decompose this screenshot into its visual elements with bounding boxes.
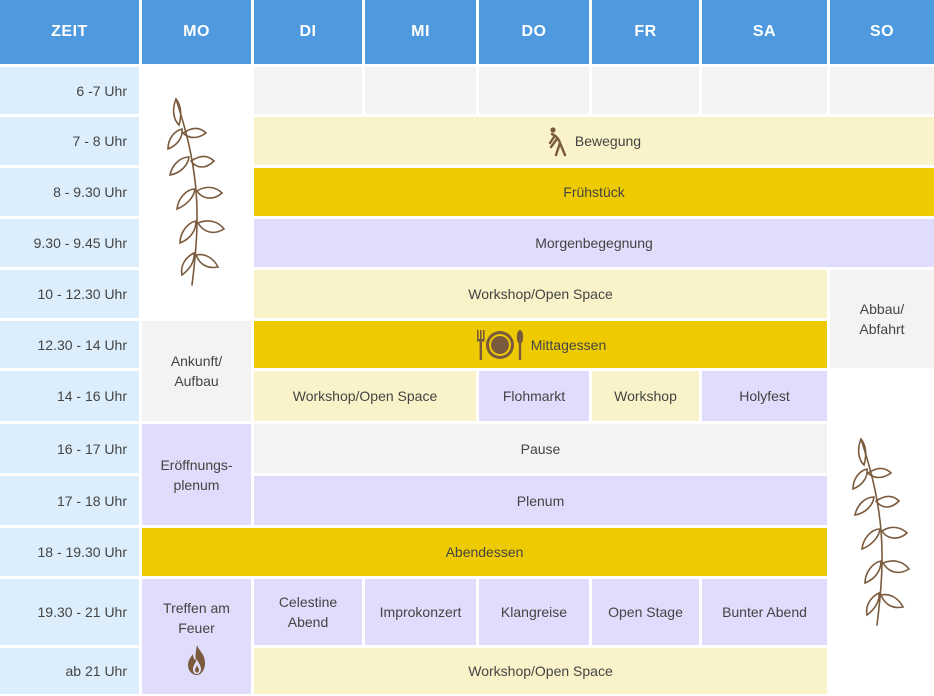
event-label: Mittagessen bbox=[530, 336, 607, 353]
header-di: DI bbox=[254, 0, 362, 64]
leaf-branch-icon bbox=[166, 96, 225, 286]
event-flohmarkt: Flohmarkt bbox=[479, 371, 589, 421]
event-ankunft-aufbau: Ankunft/ Aufbau bbox=[142, 321, 251, 421]
leaf-decoration-mo bbox=[142, 67, 251, 318]
event-klangreise: Klangreise bbox=[479, 579, 589, 645]
leaf-decoration-so bbox=[830, 371, 934, 694]
time-slot: 6 -7 Uhr bbox=[0, 67, 139, 114]
empty-cell bbox=[254, 67, 362, 114]
event-label: Bewegung bbox=[574, 133, 642, 149]
empty-cell bbox=[365, 67, 476, 114]
empty-cell bbox=[830, 67, 934, 114]
header-so: SO bbox=[830, 0, 934, 64]
event-mittagessen: Mittagessen bbox=[254, 321, 827, 368]
time-slot: 9.30 - 9.45 Uhr bbox=[0, 219, 139, 267]
time-slot: 8 - 9.30 Uhr bbox=[0, 168, 139, 216]
time-slot: 7 - 8 Uhr bbox=[0, 117, 139, 165]
header-mi: MI bbox=[365, 0, 476, 64]
header-fr: FR bbox=[592, 0, 699, 64]
event-treffen-am-feuer: Treffen am Feuer bbox=[142, 579, 251, 694]
event-workshop: Workshop bbox=[592, 371, 699, 421]
time-slot: ab 21 Uhr bbox=[0, 648, 139, 694]
event-abbau-abfahrt: Abbau/ Abfahrt bbox=[830, 270, 934, 368]
header-sa: SA bbox=[702, 0, 827, 64]
event-plenum: Plenum bbox=[254, 476, 827, 525]
time-slot: 17 - 18 Uhr bbox=[0, 476, 139, 525]
empty-cell bbox=[479, 67, 589, 114]
event-bewegung: Bewegung bbox=[254, 117, 934, 165]
header-mo: MO bbox=[142, 0, 251, 64]
event-abendessen: Abendessen bbox=[142, 528, 827, 576]
time-slot: 14 - 16 Uhr bbox=[0, 371, 139, 421]
event-celestine-abend: Celestine Abend bbox=[254, 579, 362, 645]
time-slot: 18 - 19.30 Uhr bbox=[0, 528, 139, 576]
time-slot: 16 - 17 Uhr bbox=[0, 424, 139, 473]
event-label: Treffen am Feuer bbox=[163, 599, 230, 636]
leaf-branch-icon bbox=[852, 436, 911, 626]
event-morgenbegegnung: Morgenbegegnung bbox=[254, 219, 934, 267]
time-slot: 19.30 - 21 Uhr bbox=[0, 579, 139, 645]
event-workshop-open-space: Workshop/Open Space bbox=[254, 648, 827, 694]
event-pause: Pause bbox=[254, 424, 827, 473]
empty-cell bbox=[702, 67, 827, 114]
event-improkonzert: Improkonzert bbox=[365, 579, 476, 645]
event-workshop-open-space: Workshop/Open Space bbox=[254, 270, 827, 318]
event-workshop-open-space: Workshop/Open Space bbox=[254, 371, 476, 421]
fire-icon bbox=[187, 644, 205, 675]
time-slot: 10 - 12.30 Uhr bbox=[0, 270, 139, 318]
event-eroeffnungsplenum: Eröffnungs- plenum bbox=[142, 424, 251, 525]
yoga-figure-icon bbox=[548, 127, 567, 157]
event-bunter-abend: Bunter Abend bbox=[702, 579, 827, 645]
event-fruehstueck: Frühstück bbox=[254, 168, 934, 216]
time-slot: 12.30 - 14 Uhr bbox=[0, 321, 139, 368]
empty-cell bbox=[592, 67, 699, 114]
event-holyfest: Holyfest bbox=[702, 371, 827, 421]
header-do: DO bbox=[479, 0, 589, 64]
event-open-stage: Open Stage bbox=[592, 579, 699, 645]
plate-cutlery-icon bbox=[476, 329, 523, 360]
header-zeit: ZEIT bbox=[0, 0, 139, 64]
